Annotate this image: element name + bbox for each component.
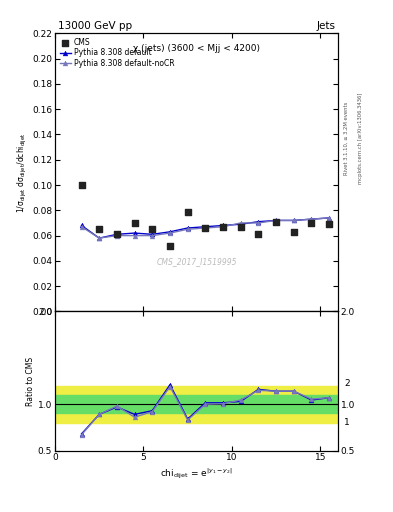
Point bbox=[273, 218, 279, 226]
Point bbox=[114, 230, 120, 239]
Text: Jets: Jets bbox=[316, 21, 335, 31]
Text: 2: 2 bbox=[344, 379, 349, 389]
Point bbox=[96, 225, 103, 233]
Y-axis label: 1/σ$_\mathrm{dijet}$ dσ$_\mathrm{dijet}$/dchi$_\mathrm{dijet}$: 1/σ$_\mathrm{dijet}$ dσ$_\mathrm{dijet}$… bbox=[16, 132, 29, 213]
Point bbox=[238, 223, 244, 231]
X-axis label: chi$_{\mathrm{dijet}}$ = e$^{|y_1 - y_2|}$: chi$_{\mathrm{dijet}}$ = e$^{|y_1 - y_2|… bbox=[160, 466, 233, 481]
Point bbox=[167, 242, 173, 250]
Point bbox=[149, 225, 156, 233]
Y-axis label: Ratio to CMS: Ratio to CMS bbox=[26, 356, 35, 406]
Point bbox=[202, 224, 209, 232]
Point bbox=[308, 219, 314, 227]
Point bbox=[326, 220, 332, 228]
Text: Rivet 3.1.10, ≥ 3.2M events: Rivet 3.1.10, ≥ 3.2M events bbox=[344, 101, 349, 175]
Point bbox=[291, 228, 297, 236]
Text: χ (jets) (3600 < Mjj < 4200): χ (jets) (3600 < Mjj < 4200) bbox=[133, 45, 260, 53]
Text: 1: 1 bbox=[344, 418, 350, 427]
Legend: CMS, Pythia 8.308 default, Pythia 8.308 default-noCR: CMS, Pythia 8.308 default, Pythia 8.308 … bbox=[57, 35, 178, 71]
Bar bbox=[55, 395, 338, 414]
Point bbox=[185, 207, 191, 216]
Point bbox=[220, 223, 226, 231]
Point bbox=[255, 230, 262, 239]
Text: 13000 GeV pp: 13000 GeV pp bbox=[58, 21, 132, 31]
Bar bbox=[55, 386, 338, 423]
Text: mcplots.cern.ch [arXiv:1306.3436]: mcplots.cern.ch [arXiv:1306.3436] bbox=[358, 93, 364, 184]
Text: CMS_2017_I1519995: CMS_2017_I1519995 bbox=[156, 257, 237, 266]
Point bbox=[132, 219, 138, 227]
Point bbox=[79, 181, 85, 189]
